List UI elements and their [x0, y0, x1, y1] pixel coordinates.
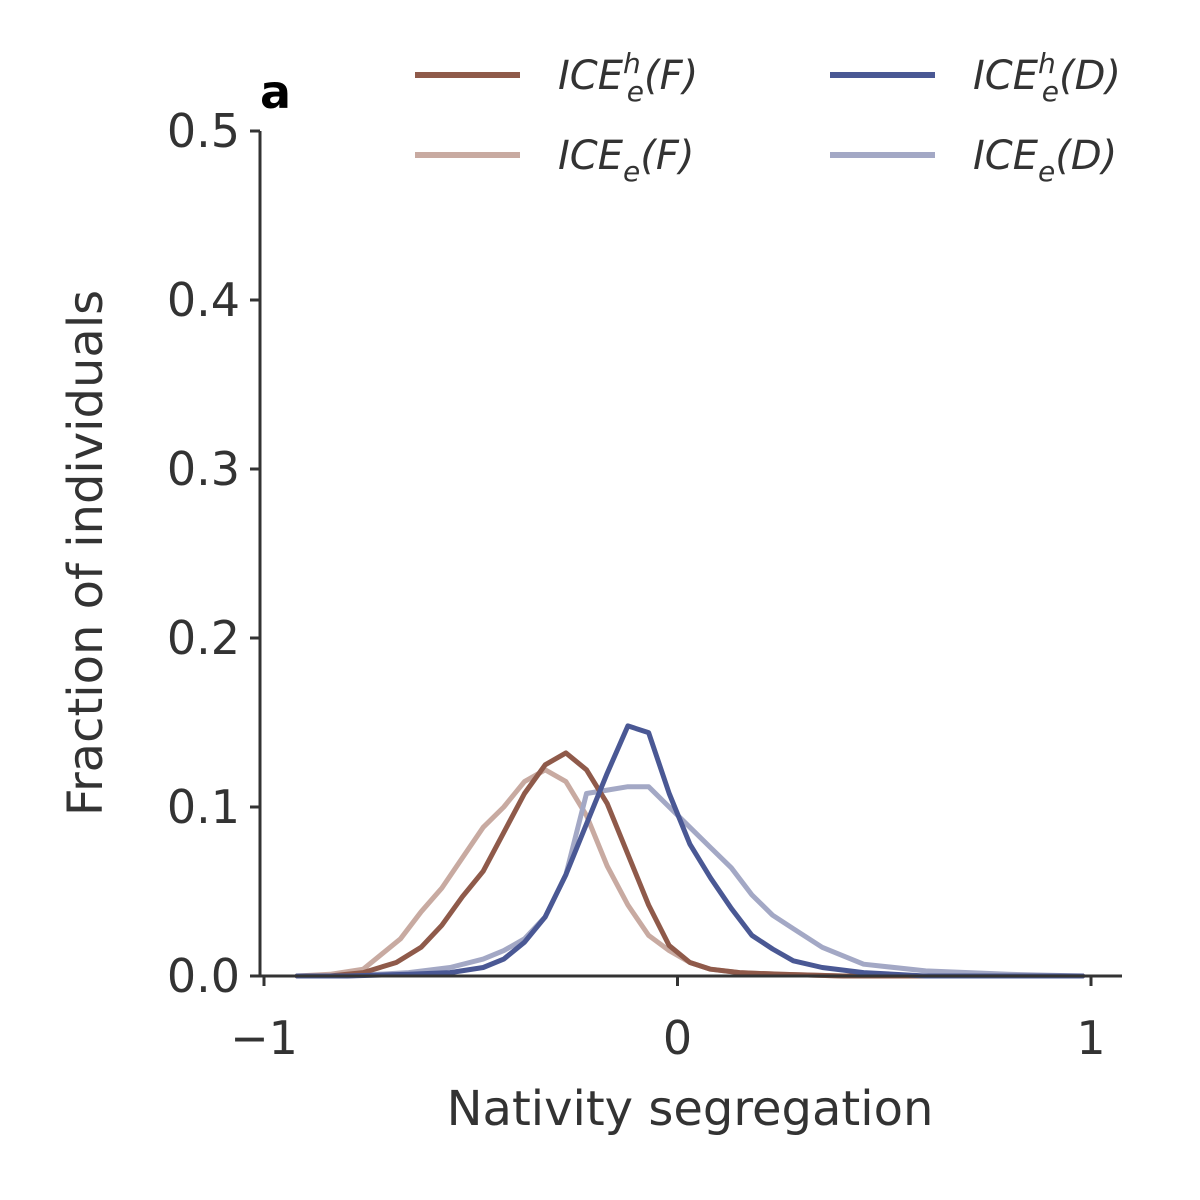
x-ticks: −1 0 1 — [230, 976, 1106, 1065]
x-tick-label: 0 — [663, 1011, 692, 1065]
legend-label-arg: (D) — [1055, 133, 1117, 179]
legend-label-base: ICE — [558, 133, 624, 179]
x-tick-label: 1 — [1076, 1011, 1105, 1065]
y-tick-label: 0.0 — [167, 949, 240, 1003]
legend-label-sup: h — [623, 47, 641, 80]
legend-label: ICEe(F) — [558, 133, 694, 188]
x-tick-label: −1 — [230, 1011, 298, 1065]
y-tick-label: 0.1 — [167, 780, 240, 834]
x-axis-label: Nativity segregation — [447, 1081, 934, 1137]
y-tick-label: 0.3 — [167, 442, 240, 496]
series-layer — [294, 723, 1086, 979]
series-line-ice_h_f — [294, 750, 1086, 979]
y-axis-label: Fraction of individuals — [58, 290, 114, 816]
legend: ICEh e(F) ICEh e(D)ICEe(F) ICEe(D) — [415, 47, 1121, 188]
legend-label-base: ICE — [973, 133, 1039, 179]
y-tick-label: 0.4 — [167, 273, 240, 327]
legend-label-arg: (F) — [640, 133, 694, 179]
series-line-ice_f — [294, 767, 1086, 979]
legend-label-sub: e — [1038, 155, 1055, 188]
legend-label: ICEh e(D) — [973, 47, 1121, 108]
legend-label-sub: e — [627, 75, 644, 108]
legend-label-arg: (D) — [1059, 53, 1121, 99]
legend-entry-ice_h_f: ICEh e(F) — [415, 47, 698, 108]
legend-label-base: ICE — [558, 53, 624, 99]
legend-label: ICEe(D) — [973, 133, 1117, 188]
legend-label-sub: e — [623, 155, 640, 188]
legend-entry-ice_h_d: ICEh e(D) — [830, 47, 1121, 108]
legend-entry-ice_f: ICEe(F) — [415, 133, 694, 188]
legend-entry-ice_d: ICEe(D) — [830, 133, 1117, 188]
series-line-ice_h_d — [294, 723, 1086, 979]
legend-label-base: ICE — [973, 53, 1039, 99]
legend-label-sub: e — [1042, 75, 1059, 108]
y-tick-label: 0.5 — [167, 104, 240, 158]
series-line-ice_d — [294, 784, 1086, 979]
legend-label: ICEh e(F) — [558, 47, 698, 108]
panel-label: a — [260, 65, 291, 119]
legend-label-arg: (F) — [644, 53, 698, 99]
y-tick-label: 0.2 — [167, 611, 240, 665]
y-ticks: 0.0 0.1 0.2 0.3 0.4 0.5 — [167, 104, 260, 1003]
legend-label-sup: h — [1038, 47, 1056, 80]
